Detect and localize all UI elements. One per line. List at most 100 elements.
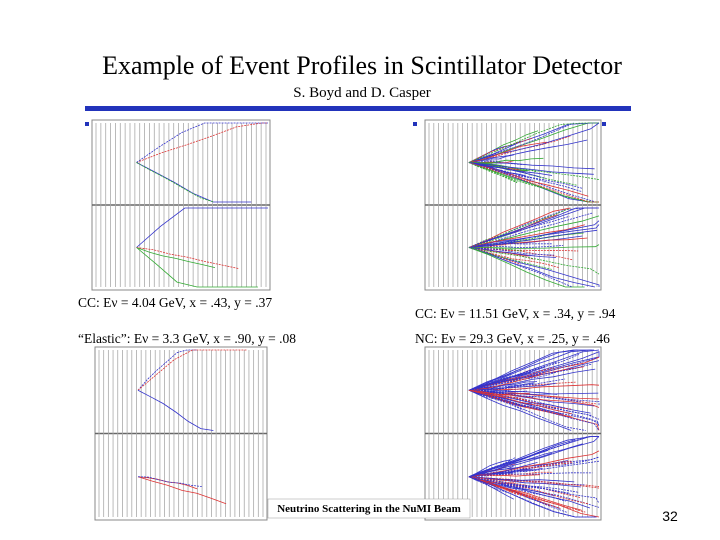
panel-caption: CC: Eν = 11.51 GeV, x = .34, y = .94	[415, 306, 616, 321]
particle-track	[468, 244, 600, 249]
particle-track	[468, 389, 572, 410]
bullet	[85, 122, 89, 126]
particle-track	[468, 215, 570, 248]
particle-track	[468, 162, 599, 203]
particle-track	[468, 476, 530, 489]
particle-track	[136, 162, 252, 203]
particle-track	[468, 247, 557, 258]
particle-track	[468, 476, 600, 488]
particle-track	[468, 357, 598, 391]
particle-track	[468, 476, 597, 518]
particle-track	[468, 389, 572, 414]
particle-track	[468, 474, 541, 478]
particle-track	[468, 476, 575, 483]
particle-track	[468, 389, 572, 431]
particle-track	[136, 122, 268, 163]
event-displays	[91, 119, 602, 521]
particle-track	[468, 476, 600, 489]
particle-track	[468, 389, 600, 431]
particle-track	[137, 389, 214, 431]
particle-track	[468, 457, 516, 478]
particle-track	[468, 247, 595, 288]
page-number: 32	[662, 508, 678, 524]
particle-track	[136, 247, 239, 269]
particle-track	[468, 162, 518, 183]
particle-track	[468, 229, 598, 248]
particle-track	[468, 476, 600, 518]
title-rule	[85, 106, 631, 111]
panel-caption: “Elastic”: Eν = 3.3 GeV, x = .90, y = .0…	[78, 331, 296, 346]
particle-track	[468, 389, 599, 395]
particle-track	[468, 389, 582, 403]
particle-track	[468, 162, 594, 202]
particle-track	[468, 389, 586, 431]
particle-track	[468, 243, 552, 248]
particle-track	[468, 247, 555, 256]
particle-track	[468, 476, 586, 513]
particle-track	[468, 439, 576, 478]
particle-track	[468, 349, 578, 391]
particle-track	[468, 389, 528, 402]
particle-track	[137, 476, 202, 487]
particle-track	[468, 162, 589, 197]
particle-track	[468, 162, 599, 203]
particle-track	[468, 366, 584, 391]
particle-track	[136, 162, 215, 203]
particle-track	[468, 472, 593, 478]
panel-caption: CC: Eν = 4.04 GeV, x = .43, y = .37	[78, 295, 272, 310]
particle-track	[468, 139, 588, 163]
particle-track	[468, 122, 599, 163]
particle-track	[468, 122, 600, 163]
particle-track	[468, 389, 524, 411]
particle-track	[468, 367, 555, 391]
slide-title: Example of Event Profiles in Scintillato…	[102, 51, 622, 80]
particle-track	[468, 246, 524, 252]
particle-track	[468, 162, 518, 184]
particle-track	[468, 207, 598, 248]
particle-track	[136, 247, 216, 268]
footer-box	[267, 498, 471, 519]
particle-track	[468, 436, 600, 478]
particle-track	[468, 242, 519, 248]
particle-track	[468, 247, 552, 270]
particle-track	[468, 207, 586, 248]
particle-track	[468, 122, 599, 163]
particle-track	[468, 369, 519, 391]
particle-track	[468, 349, 595, 391]
particle-track	[468, 247, 600, 275]
particle-track	[468, 349, 592, 391]
bullet	[602, 122, 606, 126]
particle-track	[468, 389, 530, 396]
particle-track	[468, 471, 553, 478]
particle-track	[468, 141, 547, 163]
bullet	[413, 122, 417, 126]
particle-track	[468, 224, 585, 248]
particle-track	[136, 207, 268, 248]
particle-track	[468, 383, 535, 391]
particle-track	[468, 436, 599, 478]
particle-track	[468, 162, 594, 175]
particle-track	[468, 162, 533, 179]
particle-track	[136, 247, 258, 288]
particle-track	[468, 137, 533, 163]
particle-track	[468, 384, 505, 391]
particle-track	[468, 157, 544, 164]
footer-text: Neutrino Scattering in the NuMI Beam	[277, 503, 461, 515]
particle-track	[468, 476, 589, 505]
particle-track	[137, 476, 227, 505]
particle-track	[468, 247, 521, 265]
slide-subtitle: S. Boyd and D. Casper	[293, 85, 431, 101]
particle-track	[468, 207, 571, 248]
particle-track	[468, 247, 573, 288]
particle-track	[136, 122, 268, 163]
particle-track	[468, 462, 573, 478]
particle-track	[468, 247, 585, 288]
particle-track	[468, 162, 540, 177]
particle-track	[468, 212, 594, 248]
particle-track	[468, 366, 546, 391]
particle-track	[137, 349, 197, 391]
panel-caption: NC: Eν = 29.3 GeV, x = .25, y = .46	[415, 331, 610, 346]
particle-track	[468, 356, 600, 391]
